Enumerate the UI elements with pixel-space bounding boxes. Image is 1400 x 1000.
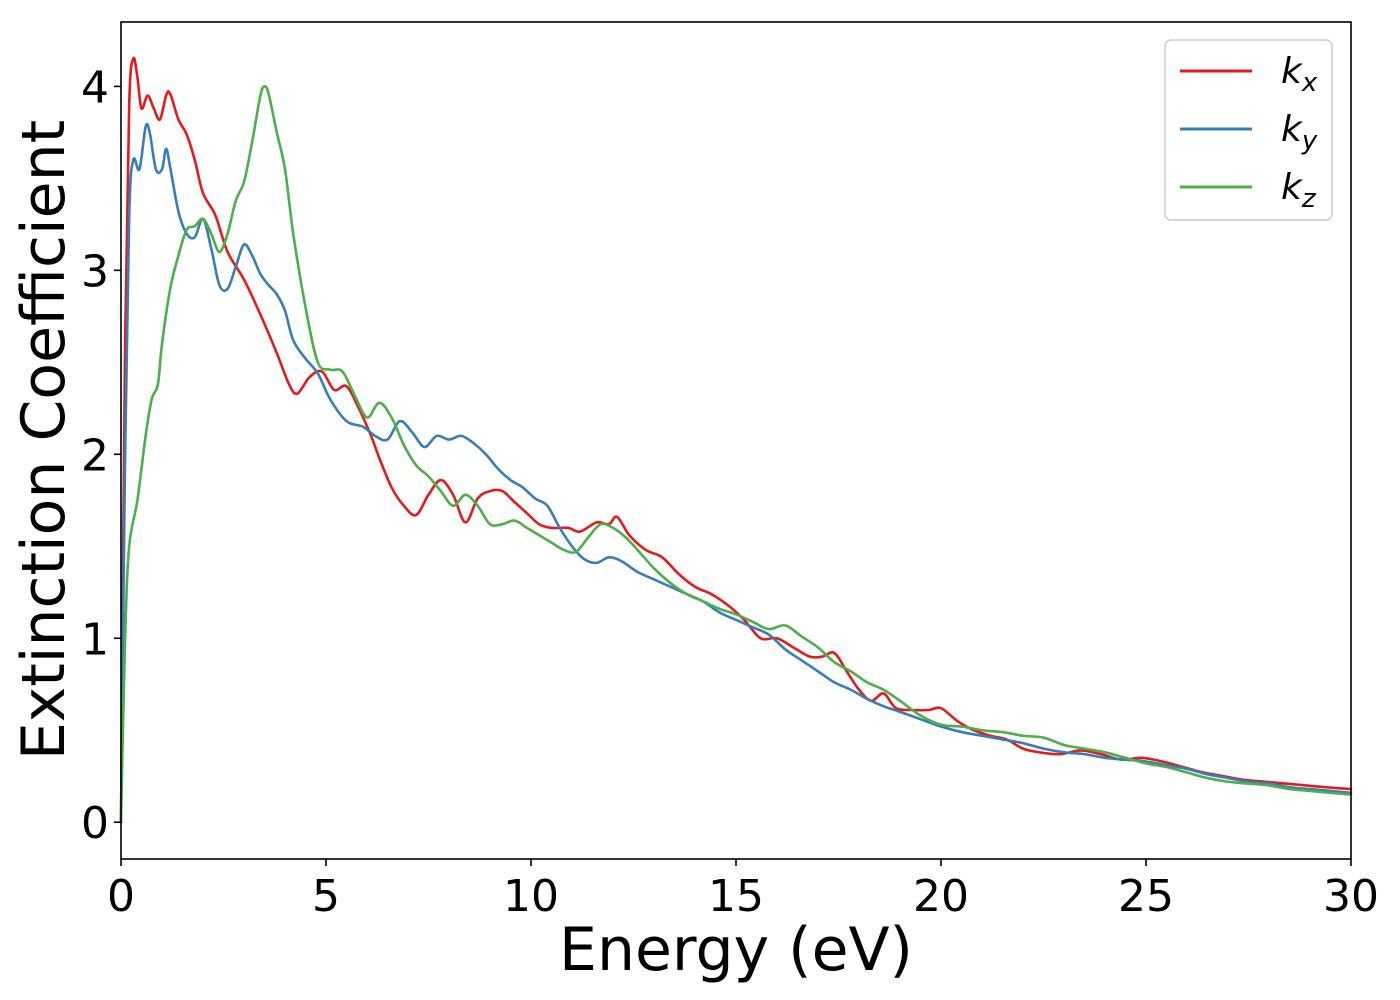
series-line-x [119, 56, 1353, 824]
y-tick-label: 0 [81, 798, 109, 849]
y-tick-label: 4 [81, 62, 109, 113]
y-tick-label: 3 [81, 246, 109, 297]
series-line-y [119, 122, 1353, 824]
x-tick-label: 0 [107, 871, 135, 922]
legend-label-x: kx [1281, 51, 1318, 98]
x-tick-label: 30 [1323, 871, 1379, 922]
x-tick-label: 5 [312, 871, 340, 922]
x-tick-label: 10 [503, 871, 559, 922]
x-tick-label: 25 [1118, 871, 1174, 922]
x-axis-ticks: 0 5 10 15 20 25 30 [107, 859, 1379, 922]
x-tick-label: 20 [913, 871, 969, 922]
legend-label-z: kz [1281, 167, 1317, 214]
x-axis-label: Energy (eV) [559, 915, 913, 985]
series-layer [119, 56, 1353, 824]
series-line-z [119, 84, 1353, 824]
y-tick-label: 1 [81, 614, 109, 665]
y-axis-ticks: 0 1 2 3 4 [81, 62, 121, 849]
legend: kx ky kz [1164, 39, 1333, 221]
legend-label-y: ky [1281, 109, 1318, 156]
y-tick-label: 2 [81, 430, 109, 481]
plot-background [121, 22, 1351, 859]
y-axis-label: Extinction Coefficient [9, 120, 79, 760]
x-tick-label: 15 [708, 871, 764, 922]
